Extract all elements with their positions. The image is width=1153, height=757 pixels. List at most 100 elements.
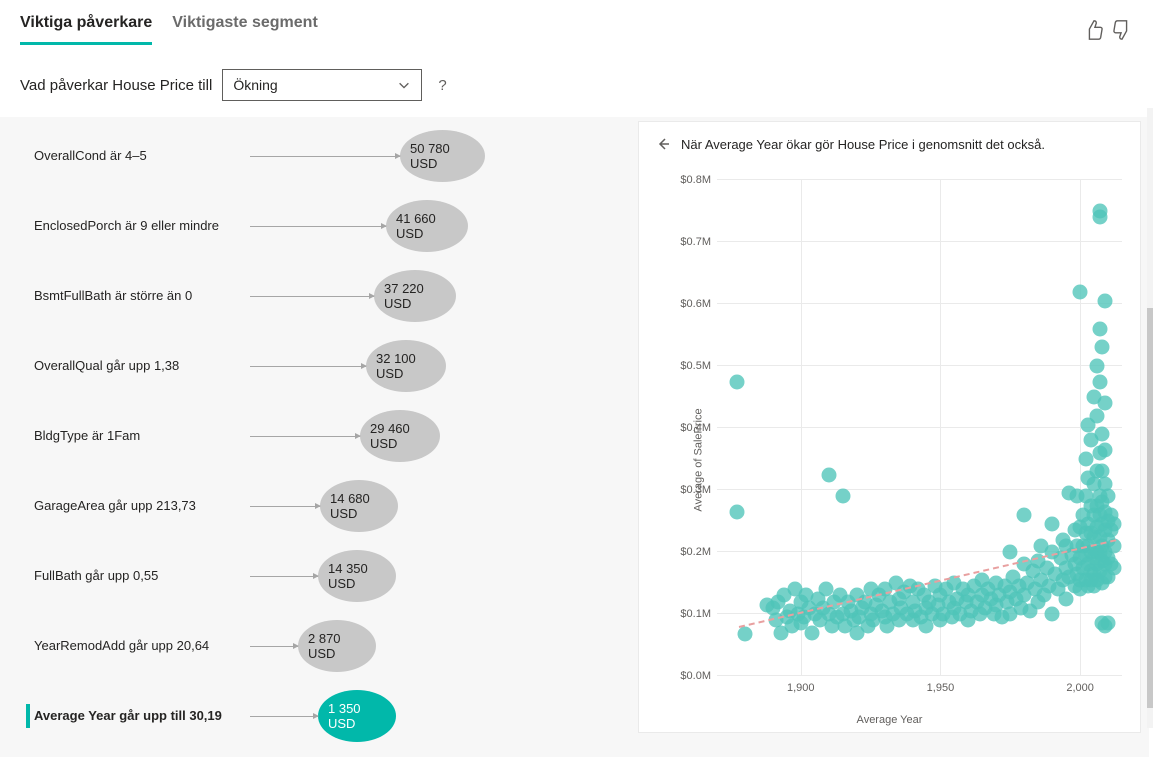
data-point[interactable] xyxy=(1092,321,1107,336)
influencer-value-bubble: 41 660 USD xyxy=(386,200,468,252)
influencer-bar xyxy=(250,506,320,507)
y-tick-label: $0.6M xyxy=(673,298,717,310)
data-point[interactable] xyxy=(835,489,850,504)
influencer-bar xyxy=(250,296,374,297)
influencer-bar xyxy=(250,226,386,227)
chart-title: När Average Year ökar gör House Price i … xyxy=(681,137,1045,152)
influencer-bar xyxy=(250,716,318,717)
data-point[interactable] xyxy=(1101,616,1116,631)
chevron-down-icon xyxy=(397,78,411,92)
data-point[interactable] xyxy=(1106,560,1121,575)
data-point[interactable] xyxy=(1017,507,1032,522)
gridline xyxy=(717,241,1122,242)
influencer-label: EnclosedPorch är 9 eller mindre xyxy=(34,217,250,235)
data-point[interactable] xyxy=(1092,374,1107,389)
y-tick-label: $0.7M xyxy=(673,236,717,248)
selection-marker xyxy=(26,704,30,728)
data-point[interactable] xyxy=(1098,293,1113,308)
data-point[interactable] xyxy=(1098,396,1113,411)
help-icon[interactable]: ? xyxy=(438,77,446,94)
data-point[interactable] xyxy=(737,626,752,641)
selection-marker xyxy=(26,284,30,308)
influencer-list: OverallCond är 4–5 50 780 USD EnclosedPorc… xyxy=(20,117,624,757)
data-point[interactable] xyxy=(1095,340,1110,355)
scatter-plot[interactable]: $0.0M$0.1M$0.2M$0.3M$0.4M$0.5M$0.6M$0.7M… xyxy=(717,180,1122,676)
thumbs-down-icon[interactable] xyxy=(1111,19,1133,41)
y-tick-label: $0.1M xyxy=(673,608,717,620)
gridline xyxy=(717,303,1122,304)
chart-area: Average of SalePrice Average Year $0.0M$… xyxy=(639,166,1140,732)
data-point[interactable] xyxy=(821,467,836,482)
data-point[interactable] xyxy=(729,504,744,519)
gridline xyxy=(717,179,1122,180)
feedback-controls xyxy=(1083,19,1133,41)
data-point[interactable] xyxy=(1098,442,1113,457)
x-tick-label: 2,000 xyxy=(1066,676,1094,694)
gridline xyxy=(717,675,1122,676)
influencer-label: OverallCond är 4–5 xyxy=(34,147,250,165)
tab-segments[interactable]: Viktigaste segment xyxy=(172,14,318,45)
y-tick-label: $0.2M xyxy=(673,546,717,558)
y-tick-label: $0.4M xyxy=(673,422,717,434)
y-tick-label: $0.8M xyxy=(673,174,717,186)
data-point[interactable] xyxy=(1003,545,1018,560)
influencer-value-bubble: 37 220 USD xyxy=(374,270,456,322)
selection-marker xyxy=(26,354,30,378)
influencer-value-bubble: 2 870 USD xyxy=(298,620,376,672)
gridline xyxy=(717,365,1122,366)
data-point[interactable] xyxy=(1089,359,1104,374)
x-axis-label: Average Year xyxy=(857,714,923,726)
chart-panel: När Average Year ökar gör House Price i … xyxy=(638,121,1141,733)
selection-marker xyxy=(26,144,30,168)
selection-marker xyxy=(26,214,30,238)
influencer-label: BldgType är 1Fam xyxy=(34,427,250,445)
data-point[interactable] xyxy=(1078,452,1093,467)
scrollbar-thumb[interactable] xyxy=(1147,308,1153,708)
data-point[interactable] xyxy=(729,374,744,389)
data-point[interactable] xyxy=(1106,517,1121,532)
question-prefix: Vad påverkar House Price till xyxy=(20,77,212,94)
influencer-label: YearRemodAdd går upp 20,64 xyxy=(34,637,250,655)
influencer-bar xyxy=(250,156,400,157)
influencer-label: GarageArea går upp 213,73 xyxy=(34,497,250,515)
x-tick-label: 1,900 xyxy=(787,676,815,694)
influencer-label: BsmtFullBath är större än 0 xyxy=(34,287,250,305)
influencer-row[interactable]: OverallQual går upp 1,3832 100 USD xyxy=(20,331,624,401)
scrollbar[interactable] xyxy=(1147,108,1153,728)
data-point[interactable] xyxy=(1101,489,1116,504)
direction-dropdown[interactable]: Ökning xyxy=(222,69,422,101)
influencer-row[interactable]: FullBath går upp 0,55 14 350 USD xyxy=(20,541,624,611)
tab-influencers[interactable]: Viktiga påverkare xyxy=(20,14,152,45)
influencer-bar xyxy=(250,576,318,577)
data-point[interactable] xyxy=(1092,210,1107,225)
influencer-row[interactable]: GarageArea går upp 213,7314 680 USD xyxy=(20,471,624,541)
influencer-row[interactable]: OverallCond är 4–5 50 780 USD xyxy=(20,121,624,191)
tabs: Viktiga påverkare Viktigaste segment xyxy=(20,14,318,45)
influencer-label: Average Year går upp till 30,19 xyxy=(34,707,250,725)
influencer-row[interactable]: BldgType är 1Fam 29 460 USD xyxy=(20,401,624,471)
influencer-bar xyxy=(250,366,366,367)
selection-marker xyxy=(26,424,30,448)
influencer-bar xyxy=(250,646,298,647)
influencer-row[interactable]: Average Year går upp till 30,19 1 350 USD xyxy=(20,681,624,751)
influencer-row[interactable]: EnclosedPorch är 9 eller mindre 41 660 US… xyxy=(20,191,624,261)
influencer-value-bubble: 32 100 USD xyxy=(366,340,446,392)
influencer-label: FullBath går upp 0,55 xyxy=(34,567,250,585)
dropdown-value: Ökning xyxy=(233,77,277,93)
data-point[interactable] xyxy=(1045,517,1060,532)
influencer-row[interactable]: YearRemodAdd går upp 20,64 2 870 USD xyxy=(20,611,624,681)
influencer-row[interactable]: BsmtFullBath är större än 0 37 220 USD xyxy=(20,261,624,331)
influencer-value-bubble: 1 350 USD xyxy=(318,690,396,742)
data-point[interactable] xyxy=(1045,607,1060,622)
influencer-value-bubble: 29 460 USD xyxy=(360,410,440,462)
y-tick-label: $0.5M xyxy=(673,360,717,372)
selection-marker xyxy=(26,634,30,658)
back-arrow-icon[interactable] xyxy=(655,136,671,152)
influencer-value-bubble: 14 350 USD xyxy=(318,550,396,602)
data-point[interactable] xyxy=(1073,284,1088,299)
selection-marker xyxy=(26,494,30,518)
influencer-value-bubble: 50 780 USD xyxy=(400,130,485,182)
x-tick-label: 1,950 xyxy=(927,676,955,694)
thumbs-up-icon[interactable] xyxy=(1083,19,1105,41)
data-point[interactable] xyxy=(1095,427,1110,442)
